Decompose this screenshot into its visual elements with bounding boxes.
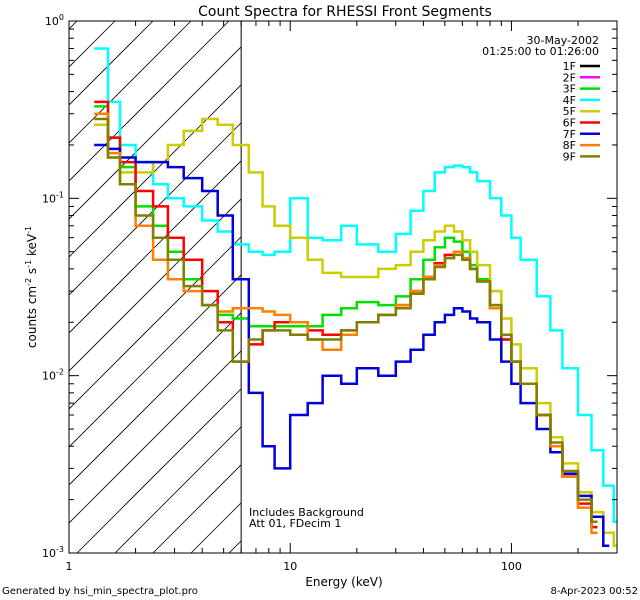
y-label-main: counts cm bbox=[25, 286, 39, 348]
legend-label-1F: 1F bbox=[563, 60, 576, 73]
legend-label-9F: 9F bbox=[563, 150, 576, 163]
legend-label-8F: 8F bbox=[563, 139, 576, 152]
excluded-region-hatch bbox=[0, 21, 617, 553]
y-label-mid2: keV bbox=[25, 233, 39, 260]
x-tick-label: 100 bbox=[501, 560, 522, 573]
annotation-background: Includes Background bbox=[249, 506, 364, 519]
footer-generated-by: Generated by hsi_min_spectra_plot.pro bbox=[2, 586, 198, 597]
y-axis-label: counts cm-2 s-1 keV-1 bbox=[24, 226, 39, 348]
legend-label-2F: 2F bbox=[563, 71, 576, 84]
series-line-4F bbox=[94, 47, 617, 524]
hatch-line bbox=[69, 21, 268, 220]
legend-label-6F: 6F bbox=[563, 117, 576, 130]
plot-frame bbox=[68, 20, 618, 554]
y-label-exp1: -2 bbox=[24, 278, 33, 286]
y-tick-labels: 100 10-1 10-2 10-3 bbox=[42, 13, 64, 560]
series-line-7F bbox=[94, 143, 610, 547]
y-label-mid: s bbox=[25, 268, 39, 278]
x-tick-label: 1 bbox=[66, 560, 73, 573]
y-label-exp3: -1 bbox=[24, 226, 33, 234]
series-line-9F bbox=[94, 117, 598, 524]
y-tick-label: 10-2 bbox=[42, 368, 64, 383]
hatch-line bbox=[0, 21, 1, 553]
hatch-line bbox=[69, 21, 192, 144]
chart-title: Count Spectra for RHESSI Front Segments bbox=[198, 4, 492, 20]
legend-label-7F: 7F bbox=[563, 128, 576, 141]
hatch-mask bbox=[241, 21, 617, 553]
y-label-exp2: -1 bbox=[24, 260, 33, 268]
x-tick-label: 10 bbox=[283, 560, 297, 573]
y-tick-label: 10-1 bbox=[42, 190, 64, 205]
series-group bbox=[94, 47, 617, 547]
x-axis-label: Energy (keV) bbox=[305, 575, 382, 589]
legend-label-5F: 5F bbox=[563, 105, 576, 118]
observation-time-range: 01:25:00 to 01:26:00 bbox=[482, 45, 599, 58]
axis-ticks bbox=[68, 21, 618, 554]
legend-label-3F: 3F bbox=[563, 83, 576, 96]
legend-label-4F: 4F bbox=[563, 94, 576, 107]
y-tick-label: 10-3 bbox=[42, 545, 64, 560]
footer-date-stamp: 8-Apr-2023 00:52 bbox=[551, 586, 638, 597]
series-line-5F bbox=[94, 117, 617, 547]
x-tick-labels: 1 10 100 bbox=[66, 560, 522, 573]
observation-date: 30-May-2002 bbox=[527, 34, 599, 47]
y-tick-label: 100 bbox=[45, 13, 64, 28]
hatch-line bbox=[69, 21, 306, 258]
hatch-line bbox=[69, 21, 230, 182]
annotation-attenuator: Att 01, FDecim 1 bbox=[249, 517, 341, 530]
